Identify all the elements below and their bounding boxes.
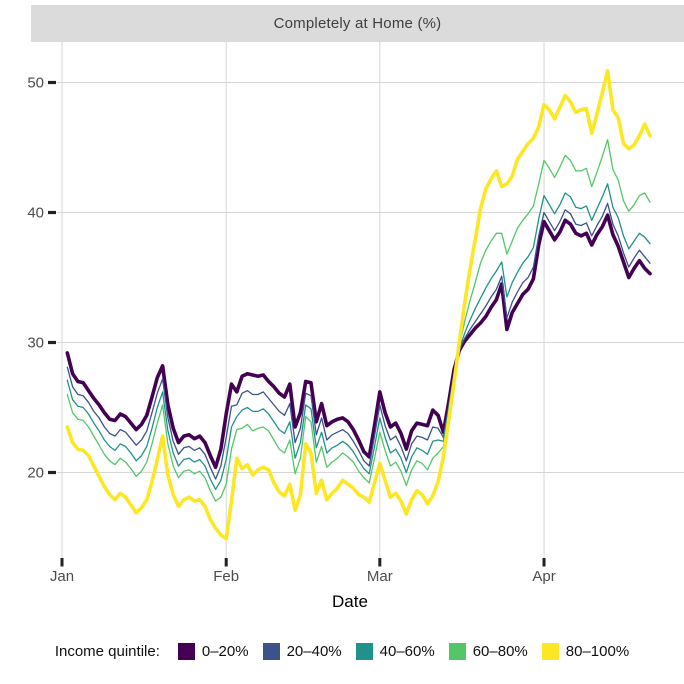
panel-title: Completely at Home (%)	[273, 15, 442, 32]
legend-swatch	[541, 643, 559, 660]
legend-item-20-40-: 20–40%	[262, 643, 342, 660]
plot-area: 20 30 40 50 Jan Feb Mar Apr	[27, 42, 684, 585]
x-tick-label-Jan: Jan	[50, 568, 74, 585]
y-tick-20	[48, 470, 56, 475]
x-tick-label-Feb: Feb	[213, 568, 239, 585]
x-axis-title: Date	[332, 592, 368, 611]
x-tick-Jan	[60, 558, 64, 567]
legend: Income quintile: 0–20% 20–40% 40–60% 60–80%…	[0, 643, 684, 660]
legend-label: 40–60%	[379, 643, 435, 660]
legend-title: Income quintile:	[54, 643, 160, 660]
series-line-60-80-	[66, 139, 651, 502]
series-line-20-40-	[66, 202, 651, 480]
x-tick-Mar	[378, 558, 382, 567]
x-tick-Feb	[224, 558, 228, 567]
legend-label: 80–100%	[565, 643, 630, 660]
legend-swatch	[262, 643, 280, 660]
legend-swatch	[448, 643, 466, 660]
x-tick-label-Apr: Apr	[532, 568, 555, 585]
legend-swatch	[355, 643, 373, 660]
legend-item-0-20-: 0–20%	[177, 643, 249, 660]
y-tick-label-20: 20	[27, 465, 44, 482]
panel-title-strip: Completely at Home (%)	[31, 5, 684, 42]
legend-swatch	[177, 643, 195, 660]
x-tick-Apr	[542, 558, 546, 567]
y-tick-label-30: 30	[27, 335, 44, 352]
legend-item-80-100-: 80–100%	[541, 643, 630, 660]
series-line-80-100-	[65, 69, 652, 541]
legend-label: 60–80%	[472, 643, 528, 660]
legend-label: 20–40%	[286, 643, 342, 660]
y-tick-label-40: 40	[27, 205, 44, 222]
y-tick-40	[48, 210, 56, 215]
series-line-40-60-	[66, 183, 651, 491]
y-tick-label-50: 50	[27, 75, 44, 92]
x-tick-label-Mar: Mar	[367, 568, 393, 585]
legend-label: 0–20%	[201, 643, 249, 660]
series-line-0-20-	[65, 213, 652, 470]
y-tick-30	[48, 340, 56, 345]
legend-item-40-60-: 40–60%	[355, 643, 435, 660]
y-tick-50	[48, 80, 56, 85]
legend-item-60-80-: 60–80%	[448, 643, 528, 660]
